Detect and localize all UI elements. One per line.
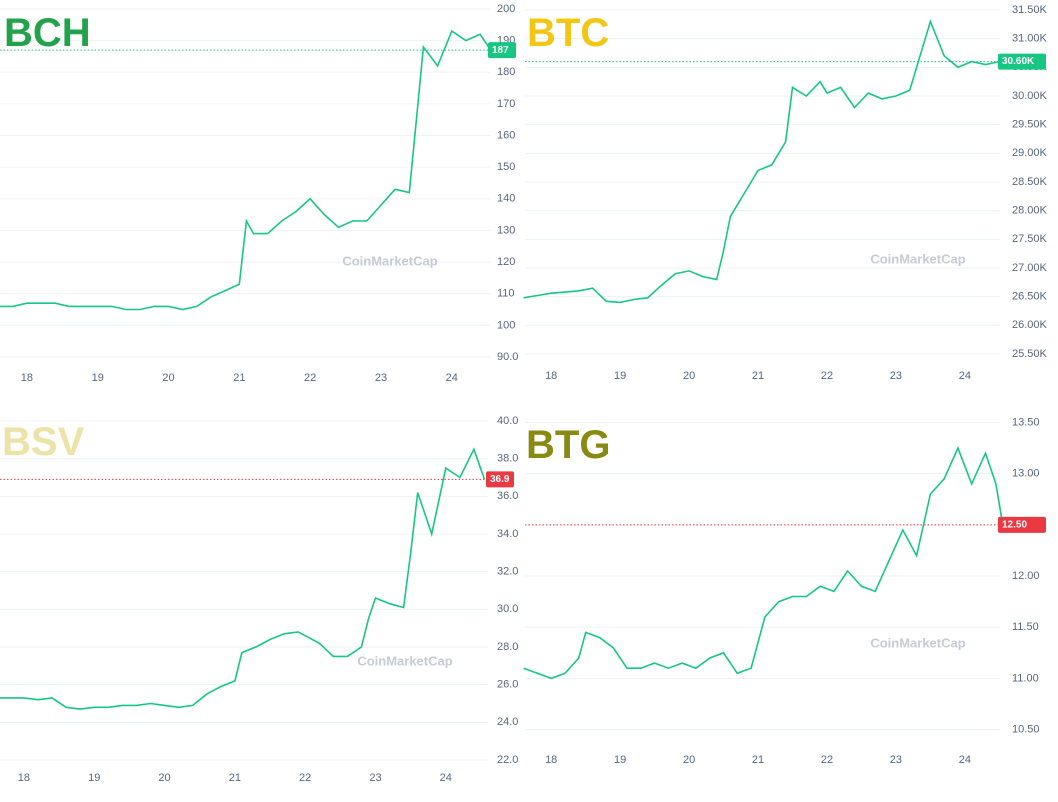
y-tick-label: 26.0 [497,679,518,691]
watermark: CoinMarketCap [342,253,437,268]
chart-title: BTG [526,423,610,467]
y-tick-label: 27.00K [1012,262,1048,274]
x-tick-label: 21 [233,372,245,384]
x-tick-label: 20 [162,372,174,384]
x-tick-label: 19 [614,754,626,766]
y-tick-label: 36.0 [497,490,518,502]
last-price-box [998,53,1046,70]
price-line [523,19,1000,304]
x-tick-label: 23 [890,754,902,766]
y-tick-label: 12.00 [1012,570,1040,582]
y-tick-label: 200 [497,3,515,15]
x-tick-label: 20 [683,754,695,766]
price-line [0,29,492,311]
y-tick-label: 28.50K [1012,176,1048,188]
x-tick-label: 18 [545,370,557,382]
last-price-box [486,471,514,488]
chart-title: BCH [4,11,91,55]
x-tick-label: 19 [614,370,626,382]
y-tick-label: 11.50 [1012,621,1039,633]
y-tick-label: 110 [497,288,515,300]
y-tick-label: 26.00K [1012,319,1048,331]
y-tick-label: 24.0 [497,716,518,728]
y-tick-label: 28.0 [497,641,518,653]
y-tick-label: 22.0 [497,754,518,766]
y-tick-label: 10.50 [1012,724,1040,736]
x-tick-label: 23 [890,370,902,382]
y-tick-label: 29.00K [1012,147,1048,159]
price-line [0,447,486,710]
y-tick-label: 180 [497,66,515,78]
y-tick-label: 100 [497,319,515,331]
x-tick-label: 19 [88,772,100,784]
x-tick-label: 21 [752,754,764,766]
watermark: CoinMarketCap [870,251,965,266]
last-price-label: 36.9 [490,474,510,485]
y-tick-label: 140 [497,193,515,205]
chart-title: BSV [2,420,85,464]
y-tick-label: 150 [497,161,515,173]
x-tick-label: 21 [229,772,241,784]
x-tick-label: 21 [752,370,764,382]
watermark: CoinMarketCap [357,653,452,668]
x-tick-label: 18 [21,372,33,384]
price-line [523,446,1004,680]
x-tick-label: 22 [821,754,833,766]
y-tick-label: 31.50K [1012,4,1048,16]
last-price-label: 187 [492,45,509,56]
last-price-box [488,42,516,59]
x-tick-label: 22 [821,370,833,382]
y-tick-label: 30.00K [1012,90,1048,102]
y-tick-label: 160 [497,129,515,141]
x-tick-label: 18 [18,772,30,784]
x-tick-label: 24 [959,370,971,382]
y-tick-label: 40.0 [497,415,518,427]
y-tick-label: 30.0 [497,603,518,615]
last-price-label: 12.50 [1002,520,1027,531]
watermark: CoinMarketCap [870,635,965,650]
x-tick-label: 19 [92,372,104,384]
chart-title: BTC [527,11,609,55]
y-tick-label: 13.50 [1012,416,1040,428]
x-tick-label: 22 [304,372,316,384]
y-tick-label: 38.0 [497,453,518,465]
y-tick-label: 29.50K [1012,119,1048,131]
y-tick-label: 25.50K [1012,348,1048,360]
x-tick-label: 24 [446,372,458,384]
y-tick-label: 120 [497,256,515,268]
last-price-label: 30.60K [1002,56,1035,67]
y-tick-label: 26.50K [1012,291,1048,303]
y-tick-label: 90.0 [497,351,518,363]
y-tick-label: 31.00K [1012,33,1048,45]
y-tick-label: 27.50K [1012,233,1048,245]
y-tick-label: 130 [497,224,515,236]
y-tick-label: 11.00 [1012,672,1039,684]
y-tick-label: 13.00 [1012,468,1040,480]
x-tick-label: 24 [440,772,452,784]
x-tick-label: 23 [369,772,381,784]
x-tick-label: 24 [959,754,971,766]
y-tick-label: 28.00K [1012,205,1048,217]
y-tick-label: 32.0 [497,566,518,578]
y-tick-label: 34.0 [497,528,518,540]
y-tick-label: 170 [497,98,515,110]
x-tick-label: 20 [683,370,695,382]
x-tick-label: 18 [545,754,557,766]
x-tick-label: 20 [158,772,170,784]
x-tick-label: 22 [299,772,311,784]
x-tick-label: 23 [375,372,387,384]
last-price-box [998,516,1046,533]
